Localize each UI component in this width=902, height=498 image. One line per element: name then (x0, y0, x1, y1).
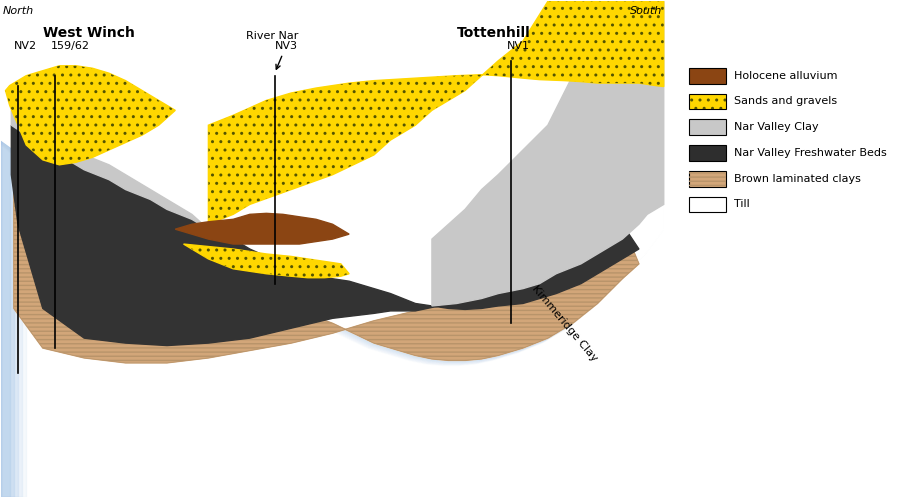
Bar (688, 171, 725, 187)
Text: 159/62: 159/62 (51, 41, 90, 51)
Text: Brown laminated clays: Brown laminated clays (733, 174, 860, 184)
Bar (688, 119, 725, 135)
Polygon shape (2, 1, 14, 497)
Bar (688, 145, 725, 161)
Text: Nar Valley Clay: Nar Valley Clay (733, 122, 818, 132)
Text: Till: Till (733, 199, 749, 210)
Polygon shape (2, 1, 26, 497)
Polygon shape (183, 244, 349, 278)
Polygon shape (2, 1, 22, 497)
Polygon shape (2, 2, 661, 362)
Polygon shape (2, 2, 662, 361)
Polygon shape (12, 125, 639, 346)
Bar (688, 94, 725, 110)
Polygon shape (2, 4, 660, 363)
Polygon shape (175, 213, 349, 244)
Text: NV3: NV3 (274, 41, 298, 69)
Bar (688, 68, 725, 84)
Text: Holocene alluvium: Holocene alluvium (733, 71, 837, 81)
Text: South: South (630, 6, 661, 16)
Bar (688, 171, 725, 187)
Polygon shape (2, 1, 828, 497)
Text: Kimmeridge Clay: Kimmeridge Clay (529, 283, 598, 363)
Polygon shape (14, 140, 639, 363)
Polygon shape (12, 111, 208, 229)
Text: West Winch: West Winch (42, 26, 134, 40)
Polygon shape (2, 4, 659, 364)
Polygon shape (2, 1, 663, 361)
Text: Tottenhill: Tottenhill (456, 26, 530, 40)
Text: NV1: NV1 (506, 41, 529, 51)
Polygon shape (5, 66, 175, 165)
Text: North: North (3, 6, 34, 16)
Bar (688, 197, 725, 212)
Polygon shape (2, 5, 658, 364)
Polygon shape (431, 1, 663, 306)
Text: River Nar: River Nar (245, 31, 298, 41)
Polygon shape (208, 1, 663, 224)
Polygon shape (2, 1, 663, 361)
Bar (688, 94, 725, 110)
Polygon shape (2, 1, 18, 497)
Text: NV2: NV2 (14, 41, 37, 51)
Polygon shape (2, 1, 10, 497)
Text: Sands and gravels: Sands and gravels (733, 97, 836, 107)
Polygon shape (2, 3, 660, 362)
Text: Nar Valley Freshwater Beds: Nar Valley Freshwater Beds (733, 148, 886, 158)
